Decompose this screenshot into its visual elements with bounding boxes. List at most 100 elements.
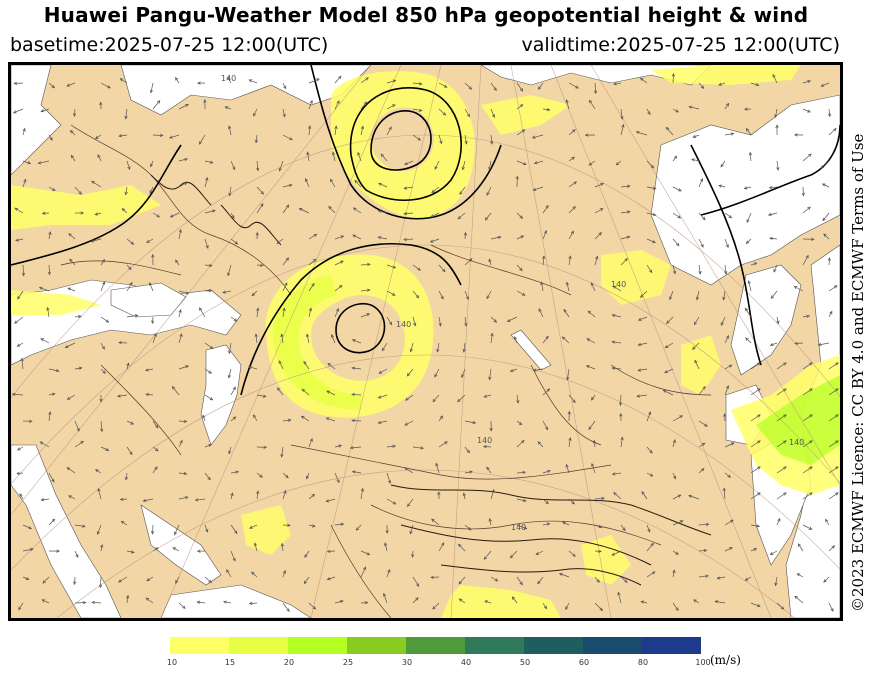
wind-arrow [802, 524, 812, 530]
wind-arrow-head [626, 235, 631, 239]
wind-arrow-head [82, 524, 86, 528]
wind-arrow-head [171, 385, 176, 390]
wind-arrow-head [459, 191, 463, 195]
wind-arrow-head [234, 530, 238, 535]
wind-arrow-head [461, 374, 465, 379]
wind-arrow [591, 394, 596, 401]
wind-arrow-head [282, 113, 286, 118]
wind-arrow-head [183, 182, 188, 186]
wind-arrow-head [695, 296, 700, 301]
wind-arrow-head [78, 366, 83, 370]
wind-arrow [594, 82, 597, 94]
wind-arrow [169, 134, 180, 139]
wind-arrow [672, 212, 681, 219]
wind-arrow-head [119, 497, 124, 502]
wind-arrow [538, 82, 544, 90]
wind-arrow-head [254, 333, 258, 338]
wind-arrow-head [286, 608, 290, 613]
wind-band-north-vortex [331, 71, 475, 219]
wind-arrow [746, 128, 752, 136]
wind-arrow [823, 233, 830, 240]
wind-arrow [802, 255, 809, 266]
wind-arrow [802, 315, 810, 318]
wind-arrow [823, 576, 830, 583]
wind-arrow-head [702, 385, 706, 390]
wind-arrow [412, 576, 420, 587]
wind-arrow [665, 342, 674, 348]
wind-arrow-head [415, 597, 419, 601]
wind-arrow [750, 414, 761, 422]
wind-arrow [538, 308, 544, 318]
wind-arrow [328, 206, 336, 214]
wind-arrow-head [472, 420, 477, 425]
wind-arrow-head [701, 442, 706, 446]
wind-arrow-head [413, 322, 417, 327]
wind-arrow [230, 493, 233, 500]
wind-arrow [100, 368, 106, 374]
wind-arrow-head [519, 104, 524, 108]
wind-arrow [802, 153, 812, 162]
wind-band-east-coast-strong [756, 375, 840, 465]
wind-arrow-head [124, 476, 128, 481]
wind-arrow-head [146, 578, 150, 582]
wind-arrow-head [285, 257, 289, 261]
wind-arrow-head [377, 395, 382, 399]
wind-arrow [256, 160, 259, 171]
wind-arrow-head [537, 441, 542, 445]
wind-arrow [620, 185, 630, 188]
wind-arrow-head [284, 282, 288, 286]
wind-arrow-head [497, 235, 502, 239]
wind-arrow [230, 160, 236, 170]
wind-arrow [230, 416, 236, 422]
wind-arrow-head [613, 491, 617, 496]
wind-arrow [724, 335, 729, 344]
wind-arrow-head [809, 492, 813, 496]
wind-arrow [204, 576, 212, 583]
wind-arrow [230, 316, 237, 322]
wind-arrow [620, 236, 630, 240]
wind-arrow-head [807, 80, 812, 84]
wind-arrow-head [387, 480, 392, 484]
wind-arrow [178, 440, 183, 448]
wind-arrow [334, 308, 339, 318]
wind-arrow-head [589, 99, 593, 104]
wind-arrow-head [51, 518, 56, 523]
wind-arrow-head [725, 244, 729, 249]
wind-arrow [537, 576, 544, 585]
wind-band-japan [681, 335, 721, 395]
wind-arrow-head [78, 191, 82, 195]
wind-arrow-head [405, 397, 409, 401]
wind-arrow-head [572, 129, 576, 133]
wind-arrow [404, 160, 414, 165]
wind-arrow [228, 125, 232, 136]
wind-arrow [74, 576, 76, 585]
wind-arrow-head [587, 310, 592, 315]
wind-arrow-head [340, 260, 344, 264]
wind-arrow-head [464, 322, 468, 327]
wind-arrow [386, 445, 396, 448]
wind-arrow-head [101, 345, 105, 350]
wind-arrow [277, 387, 284, 396]
wind-arrow-head [745, 127, 750, 132]
wind-arrow [828, 492, 839, 500]
wind-arrow [70, 130, 76, 136]
wind-arrow-head [312, 606, 317, 610]
wind-arrow-head [571, 501, 575, 505]
wind-arrow [512, 596, 518, 604]
wind-arrow-head [118, 341, 122, 345]
wind-arrow-head [588, 162, 593, 166]
wind-arrow [352, 339, 362, 344]
wind-arrow-head [805, 254, 809, 259]
wind-arrow [431, 518, 440, 526]
wind-arrow [256, 394, 266, 397]
wind-arrow-head [570, 230, 574, 235]
wind-arrow [464, 232, 466, 240]
wind-arrow-head [457, 215, 462, 220]
wind-arrow [611, 550, 622, 556]
wind-arrow-head [149, 190, 153, 194]
wind-arrow-head [316, 78, 320, 82]
wind-arrow [532, 134, 544, 139]
wind-arrow-head [823, 579, 827, 583]
wind-arrow [152, 316, 154, 324]
wind-arrow-head [331, 151, 336, 156]
